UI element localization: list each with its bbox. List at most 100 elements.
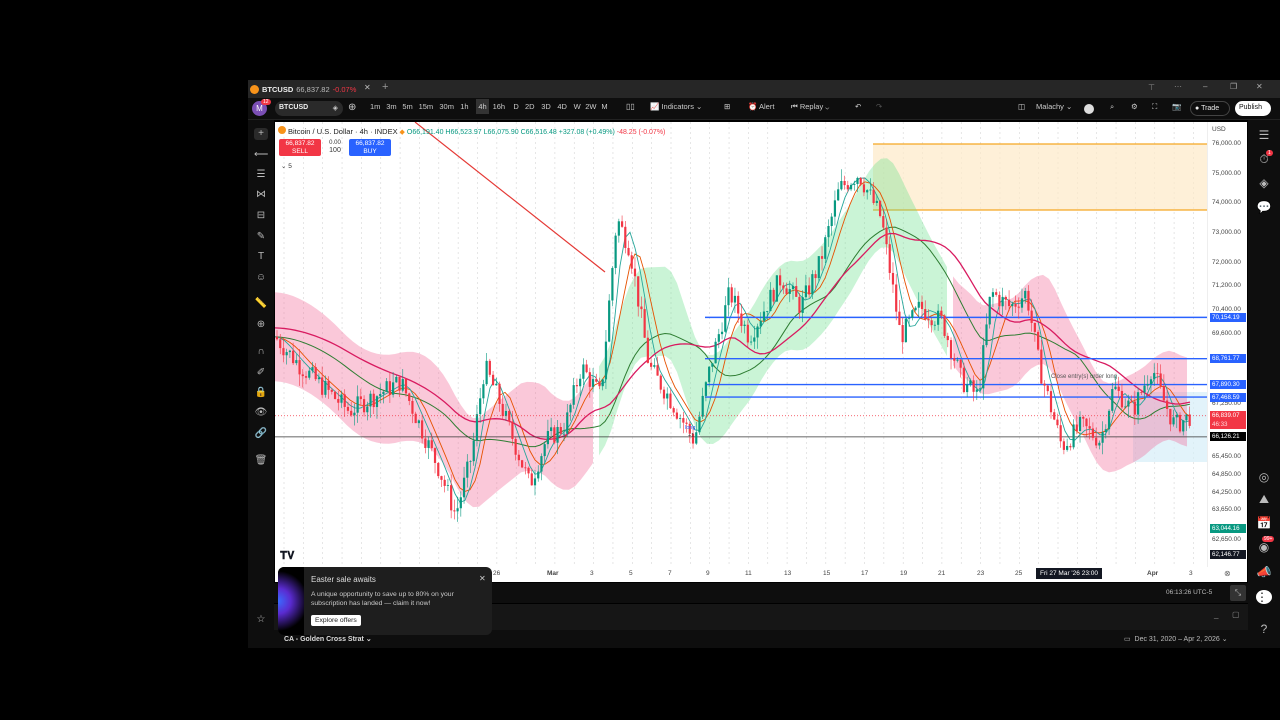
buy-button[interactable]: 66,837.82 BUY (349, 139, 391, 156)
price-axis[interactable]: USD 76,000.00 75,000.00 74,000.00 73,000.00… (1207, 122, 1247, 582)
magnet-icon[interactable]: ∩ (257, 346, 265, 357)
tradingview-icon: ● (1195, 105, 1200, 112)
trade-button[interactable]: ● Trade (1190, 101, 1230, 116)
spread-qty[interactable]: 0.00 100 (325, 139, 345, 155)
candle-body (1127, 400, 1130, 407)
interval-30m[interactable]: 30m (439, 102, 454, 111)
interval-2W[interactable]: 2W (585, 102, 597, 111)
target-icon[interactable]: ◎ (1258, 470, 1270, 484)
tradingview-logo[interactable]: 𝐓𝐕 (280, 550, 295, 562)
replay-button[interactable]: ⏮ Replay ⌄ (791, 102, 830, 111)
reset-scale-icon[interactable]: ⊗ (1224, 569, 1231, 578)
close-tab-icon[interactable]: ✕ (364, 83, 371, 92)
indicators-collapse-toggle[interactable]: ⌄ 5 (281, 163, 292, 170)
crosshair-icon[interactable]: + (254, 128, 268, 140)
strategy-selector[interactable]: CA - Golden Cross Strat ⌄ (284, 636, 372, 643)
alerts-clock-icon[interactable]: ⏱ (1259, 152, 1269, 166)
trend-line-icon[interactable]: ⟵ (254, 149, 269, 160)
trash-icon[interactable]: 🗑 (254, 455, 268, 466)
symbol-tab[interactable]: BTCUSD 66,837.82 -0.07% (250, 82, 368, 96)
interval-4h[interactable]: 4h (476, 99, 489, 114)
split-layout-icon[interactable]: ◫ (1018, 102, 1026, 111)
text-icon[interactable]: T (257, 251, 265, 262)
diamond-icon: ◆ (399, 129, 405, 136)
interval-15m[interactable]: 15m (418, 102, 434, 111)
forecast-icon[interactable]: ⊟ (256, 210, 266, 221)
fullscreen-icon[interactable]: ⛶ (1152, 102, 1158, 111)
interval-W[interactable]: W (573, 102, 581, 111)
sell-button[interactable]: 66,837.82 SELL (279, 139, 321, 156)
publish-button[interactable]: Publish (1235, 101, 1271, 116)
chart-canvas[interactable] (275, 122, 1207, 582)
date-range-selector[interactable]: ▭ Dec 31, 2020 – Apr 2, 2026 ⌄ (1124, 636, 1228, 643)
layers-icon[interactable]: ◈ (1259, 176, 1269, 190)
undo-icon[interactable]: ↶ (855, 102, 862, 111)
time-axis[interactable]: 26 Mar 3 5 7 9 11 13 15 17 19 21 23 25 Apr 3 Fri 27 Mar… (275, 567, 1247, 582)
settings-icon[interactable]: ⚙ (1131, 102, 1138, 111)
brush-icon[interactable]: ✎ (256, 231, 266, 242)
currency-label[interactable]: USD (1212, 126, 1226, 133)
interval-D[interactable]: D (513, 102, 519, 111)
interval-5m[interactable]: 5m (402, 102, 413, 111)
candle-body (746, 324, 749, 343)
help-icon[interactable]: ? (1260, 622, 1268, 636)
explore-offers-button[interactable]: Explore offers (311, 615, 361, 626)
more-icon[interactable]: ⋯ (1174, 82, 1182, 91)
symbol-search[interactable]: BTCUSD ◈ (275, 101, 343, 116)
interval-1h[interactable]: 1h (460, 102, 469, 111)
calendar-icon[interactable]: 📅 (1256, 516, 1272, 530)
toast-close-icon[interactable]: ✕ (479, 574, 486, 583)
compare-add-icon[interactable]: ⊕ (348, 102, 357, 113)
favorites-star-icon[interactable]: ☆ (256, 614, 266, 625)
watchlist-icon[interactable]: ☰ (1258, 128, 1270, 142)
candle-body (933, 324, 936, 326)
interval-1m[interactable]: 1m (370, 102, 381, 111)
maximize-button[interactable]: ❐ (1230, 82, 1238, 91)
new-tab-button[interactable]: + (382, 81, 389, 93)
price-chart[interactable]: Bitcoin / U.S. Dollar · 4h · INDEX ◆ O66… (275, 122, 1207, 582)
candle-body (840, 180, 843, 190)
camera-icon[interactable]: 📷 (1172, 102, 1182, 111)
minimize-button[interactable]: – (1203, 82, 1208, 91)
candle-body (485, 360, 488, 385)
quick-search-icon[interactable]: ⌕ (1110, 102, 1115, 111)
candle-body (311, 367, 314, 371)
maximize-panel-icon[interactable]: ▢ (1232, 610, 1240, 619)
pin-icon[interactable]: ⊤ (1148, 83, 1155, 92)
link-icon[interactable]: 🔗 (254, 428, 268, 439)
interval-3m[interactable]: 3m (386, 102, 397, 111)
cloud-save-icon[interactable] (1084, 104, 1094, 114)
notifications-icon[interactable]: ◉ (1258, 540, 1270, 554)
layouts-icon[interactable]: ⊞ (724, 102, 731, 111)
interval-2D[interactable]: 2D (525, 102, 535, 111)
layout-name-menu[interactable]: Malachy ⌄ (1036, 102, 1073, 111)
clock-timezone[interactable]: 06:13:26 UTC-5 (1166, 589, 1213, 596)
ideas-icon[interactable]: ⛰ (1258, 492, 1270, 506)
zoom-icon[interactable]: ⊕ (256, 319, 266, 330)
price-label: 62,650.00 (1212, 535, 1241, 543)
candle-type-icon[interactable]: ▯▯ (626, 102, 635, 111)
eye-icon[interactable]: 👁 (254, 407, 268, 418)
collapse-panel-button[interactable]: ⤡ (1230, 585, 1246, 601)
alert-button[interactable]: ⏰ Alert (748, 102, 774, 111)
crosshair-time-label: Fri 27 Mar '26 23:00 (1036, 568, 1102, 579)
candle-body (608, 300, 611, 342)
interval-M[interactable]: M (601, 102, 608, 111)
pattern-icon[interactable]: ⋈ (256, 189, 266, 200)
interval-3D[interactable]: 3D (541, 102, 551, 111)
apps-grid-icon[interactable]: ⋮⋮ (1256, 590, 1280, 604)
emoji-icon[interactable]: ☺ (255, 272, 267, 283)
ruler-icon[interactable]: 📏 (254, 298, 268, 309)
minimize-panel-icon[interactable]: _ (1214, 610, 1219, 619)
chat-icon[interactable]: 💬 (1256, 200, 1272, 214)
interval-16h[interactable]: 16h (492, 102, 506, 111)
stay-drawing-icon[interactable]: ✐ (256, 367, 266, 378)
lock-icon[interactable]: 🔒 (254, 387, 268, 398)
fib-icon[interactable]: ☰ (256, 169, 266, 180)
close-window-button[interactable]: ✕ (1256, 82, 1263, 91)
indicators-button[interactable]: 📈 Indicators ⌄ (650, 102, 703, 111)
right-sidebar: ☰ ⏱ 1 ◈ 💬 ◎ ⛰ 📅 ◉ 99+ 📣 ⋮⋮ ? (1248, 120, 1280, 648)
megaphone-icon[interactable]: 📣 (1256, 565, 1272, 579)
interval-4D[interactable]: 4D (557, 102, 567, 111)
redo-icon[interactable]: ↷ (876, 102, 883, 111)
